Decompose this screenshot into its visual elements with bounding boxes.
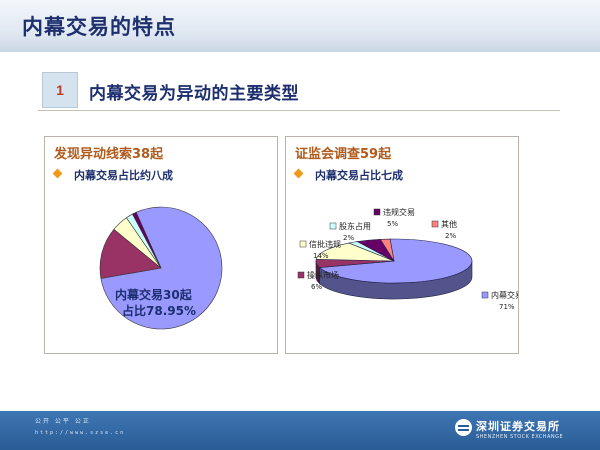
legend-label-4: 违规交易: [383, 207, 415, 217]
szse-logo-icon: [455, 419, 472, 436]
right-pie-slice-5: [379, 238, 395, 262]
legend-value-3: 2%: [343, 234, 354, 242]
slide-title: 内幕交易的特点: [22, 15, 176, 39]
right-pie-slice-2: [315, 242, 395, 262]
section-title: 内幕交易为异动的主要类型: [89, 84, 299, 104]
section-number: 1: [42, 72, 78, 108]
slide-header: 内幕交易的特点: [0, 0, 600, 52]
left-pie-chart: 内幕交易30起 占比78.95%: [99, 206, 223, 330]
left-pie-slice-4: [132, 211, 162, 269]
legend-label-5: 其他: [441, 219, 457, 229]
legend-label-2: 信批违规: [309, 239, 341, 249]
right-panel: 证监会调查59起 内幕交易占比七成 内幕交易 71% 操纵市场 6% 信批违规 14% 股东…: [285, 136, 519, 354]
left-pie-label-line1: 内幕交易30起: [115, 287, 193, 302]
legend-value-5: 2%: [445, 232, 456, 240]
footer-logo-subtext: SHENZHEN STOCK EXCHANGE: [476, 434, 564, 440]
legend-label-0: 内幕交易: [491, 290, 518, 300]
footer-logo-text: 深圳证券交易所: [476, 420, 560, 433]
footer-slogan: 公开 公平 公正: [35, 418, 91, 425]
legend-swatch-4: [373, 208, 381, 216]
left-bullet-text: 内幕交易占比约八成: [74, 169, 173, 182]
legend-swatch-2: [299, 240, 307, 248]
legend-value-2: 14%: [313, 252, 329, 260]
legend-label-3: 股东占用: [339, 221, 371, 231]
legend-swatch-0: [481, 291, 489, 299]
legend-swatch-3: [329, 222, 337, 230]
section-divider: [38, 110, 560, 111]
legend-value-4: 5%: [387, 220, 398, 228]
right-panel-title: 证监会调查59起: [295, 147, 392, 162]
left-pie-slice-1: [99, 228, 162, 279]
legend-label-1: 操纵市场: [307, 270, 339, 280]
left-panel: 发现异动线索38起 内幕交易占比约八成 内幕交易30起 占比78.95%: [44, 136, 278, 354]
footer-url: http://www.szse.cn: [35, 430, 126, 436]
legend-swatch-1: [297, 271, 305, 279]
right-pie-slice-0: [318, 238, 473, 284]
left-panel-title: 发现异动线索38起: [54, 147, 164, 162]
footer: 公开 公平 公正 http://www.szse.cn 深圳证券交易所 SHEN…: [0, 411, 600, 450]
legend-swatch-5: [431, 220, 439, 228]
right-bullet-text: 内幕交易占比七成: [315, 169, 403, 182]
right-pie-chart: 内幕交易 71% 操纵市场 6% 信批违规 14% 股东占用 2% 违规交易 5% 其他 2%: [297, 207, 518, 311]
left-pie-label-line2: 占比78.95%: [122, 303, 196, 318]
legend-value-0: 71%: [499, 303, 515, 311]
legend-value-1: 6%: [311, 283, 322, 291]
